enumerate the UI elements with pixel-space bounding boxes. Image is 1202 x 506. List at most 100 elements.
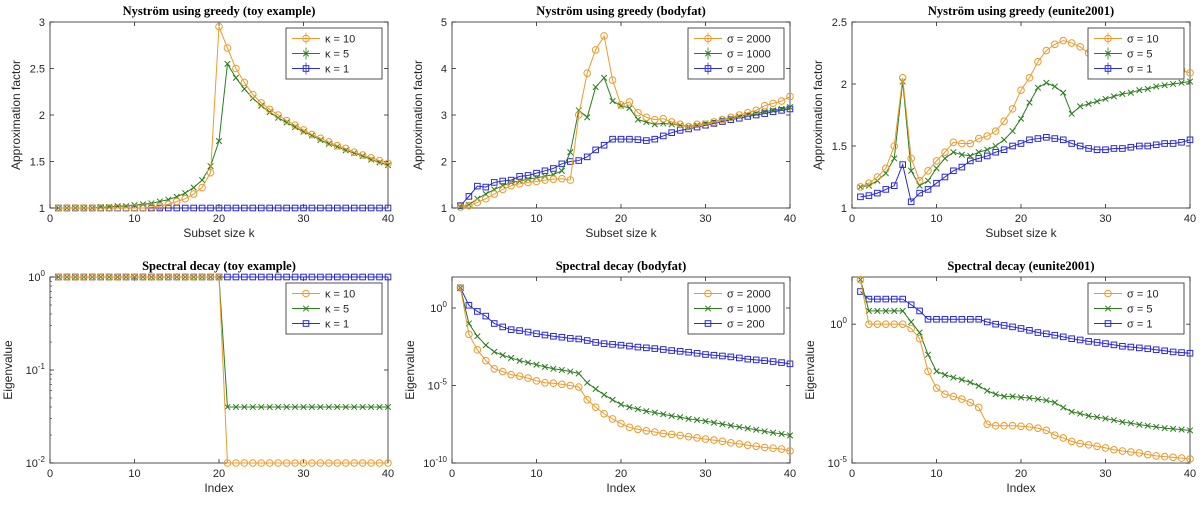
series-2: [857, 288, 1194, 357]
data-point: [1144, 85, 1151, 93]
data-point: [874, 189, 881, 197]
data-point: [933, 368, 940, 375]
data-point: [241, 403, 248, 411]
data-point: [350, 459, 359, 467]
legend-label: κ = 10: [325, 289, 355, 301]
data-point: [659, 114, 668, 123]
data-point: [684, 122, 693, 131]
data-point: [456, 203, 465, 211]
data-point: [291, 204, 299, 212]
y-tick-label: 2.5: [832, 17, 847, 29]
data-point: [659, 429, 668, 438]
data-point: [1118, 447, 1127, 455]
data-point: [643, 344, 650, 352]
legend: κ = 10 κ = 5 κ = 1: [285, 282, 383, 335]
data-point: [719, 421, 726, 428]
data-point: [916, 329, 923, 336]
data-point: [258, 403, 265, 411]
data-point: [974, 403, 983, 412]
data-point: [482, 312, 490, 320]
data-point: [1026, 99, 1033, 106]
data-point: [376, 159, 383, 166]
data-point: [359, 273, 366, 281]
chart-title: Nyström using greedy (toy example): [123, 4, 316, 18]
data-point: [882, 295, 890, 303]
data-point: [456, 284, 465, 292]
data-point: [181, 194, 189, 203]
data-point: [541, 331, 549, 339]
data-point: [240, 459, 249, 467]
series-line: [58, 26, 389, 209]
data-point: [266, 403, 273, 411]
x-tick-label: 0: [449, 213, 455, 225]
data-point: [189, 273, 198, 281]
data-point: [1178, 79, 1185, 86]
data-point: [1119, 342, 1126, 350]
data-point: [966, 398, 975, 407]
data-point: [164, 273, 173, 281]
data-point: [1186, 349, 1194, 357]
legend-marker: [1104, 289, 1112, 298]
data-point: [592, 339, 599, 346]
data-point: [761, 108, 768, 115]
data-point: [760, 443, 769, 452]
series-2: [857, 134, 1194, 206]
data-point: [625, 98, 634, 106]
data-point: [1000, 393, 1008, 400]
data-point: [550, 165, 557, 172]
legend: σ = 2000 σ = 1000 σ = 200: [687, 27, 785, 80]
data-point: [865, 179, 873, 187]
x-tick-label: 40: [1184, 468, 1196, 480]
x-axis-label: Index: [606, 481, 635, 495]
data-point: [600, 32, 608, 40]
y-axis-label: Approximation factor: [811, 60, 825, 170]
data-point: [1034, 329, 1042, 336]
data-point: [1102, 95, 1109, 103]
data-point: [300, 128, 307, 135]
legend-marker: [302, 320, 310, 327]
data-point: [1068, 110, 1075, 117]
y-tick-label: 10-5: [828, 455, 848, 470]
data-point: [718, 115, 727, 124]
x-axis-label: Subset size k: [183, 226, 255, 240]
data-point: [1076, 43, 1084, 51]
data-point: [958, 395, 966, 403]
x-tick-label: 30: [699, 468, 711, 480]
data-point: [71, 204, 80, 212]
series-line: [460, 34, 791, 208]
data-point: [1093, 413, 1101, 421]
data-point: [643, 408, 650, 415]
x-tick-label: 0: [449, 468, 455, 480]
data-point: [752, 356, 760, 364]
data-point: [105, 273, 113, 281]
data-point: [1110, 341, 1118, 349]
legend-marker: [704, 289, 712, 298]
data-point: [1110, 416, 1118, 424]
data-point: [283, 403, 290, 411]
series-group: [856, 275, 1194, 463]
data-point: [1034, 424, 1042, 432]
data-point: [1043, 134, 1050, 141]
series-line: [460, 76, 791, 208]
data-point: [958, 151, 966, 158]
legend: σ = 10 σ = 5 σ = 1: [1087, 282, 1185, 335]
data-point: [941, 148, 949, 156]
data-point: [1136, 344, 1143, 352]
data-point: [882, 164, 890, 173]
data-point: [898, 320, 907, 328]
data-point: [156, 273, 164, 281]
legend-label: σ = 200: [727, 64, 765, 76]
data-point: [1161, 140, 1168, 147]
data-point: [1009, 142, 1016, 150]
data-point: [156, 202, 164, 210]
legend-label: κ = 1: [325, 319, 349, 331]
data-point: [958, 139, 966, 148]
data-point: [975, 382, 982, 390]
data-point: [958, 163, 966, 171]
data-point: [1169, 140, 1177, 147]
data-point: [283, 204, 290, 212]
data-point: [507, 370, 515, 379]
data-point: [1042, 426, 1051, 435]
data-point: [515, 180, 524, 188]
data-point: [1060, 89, 1067, 96]
